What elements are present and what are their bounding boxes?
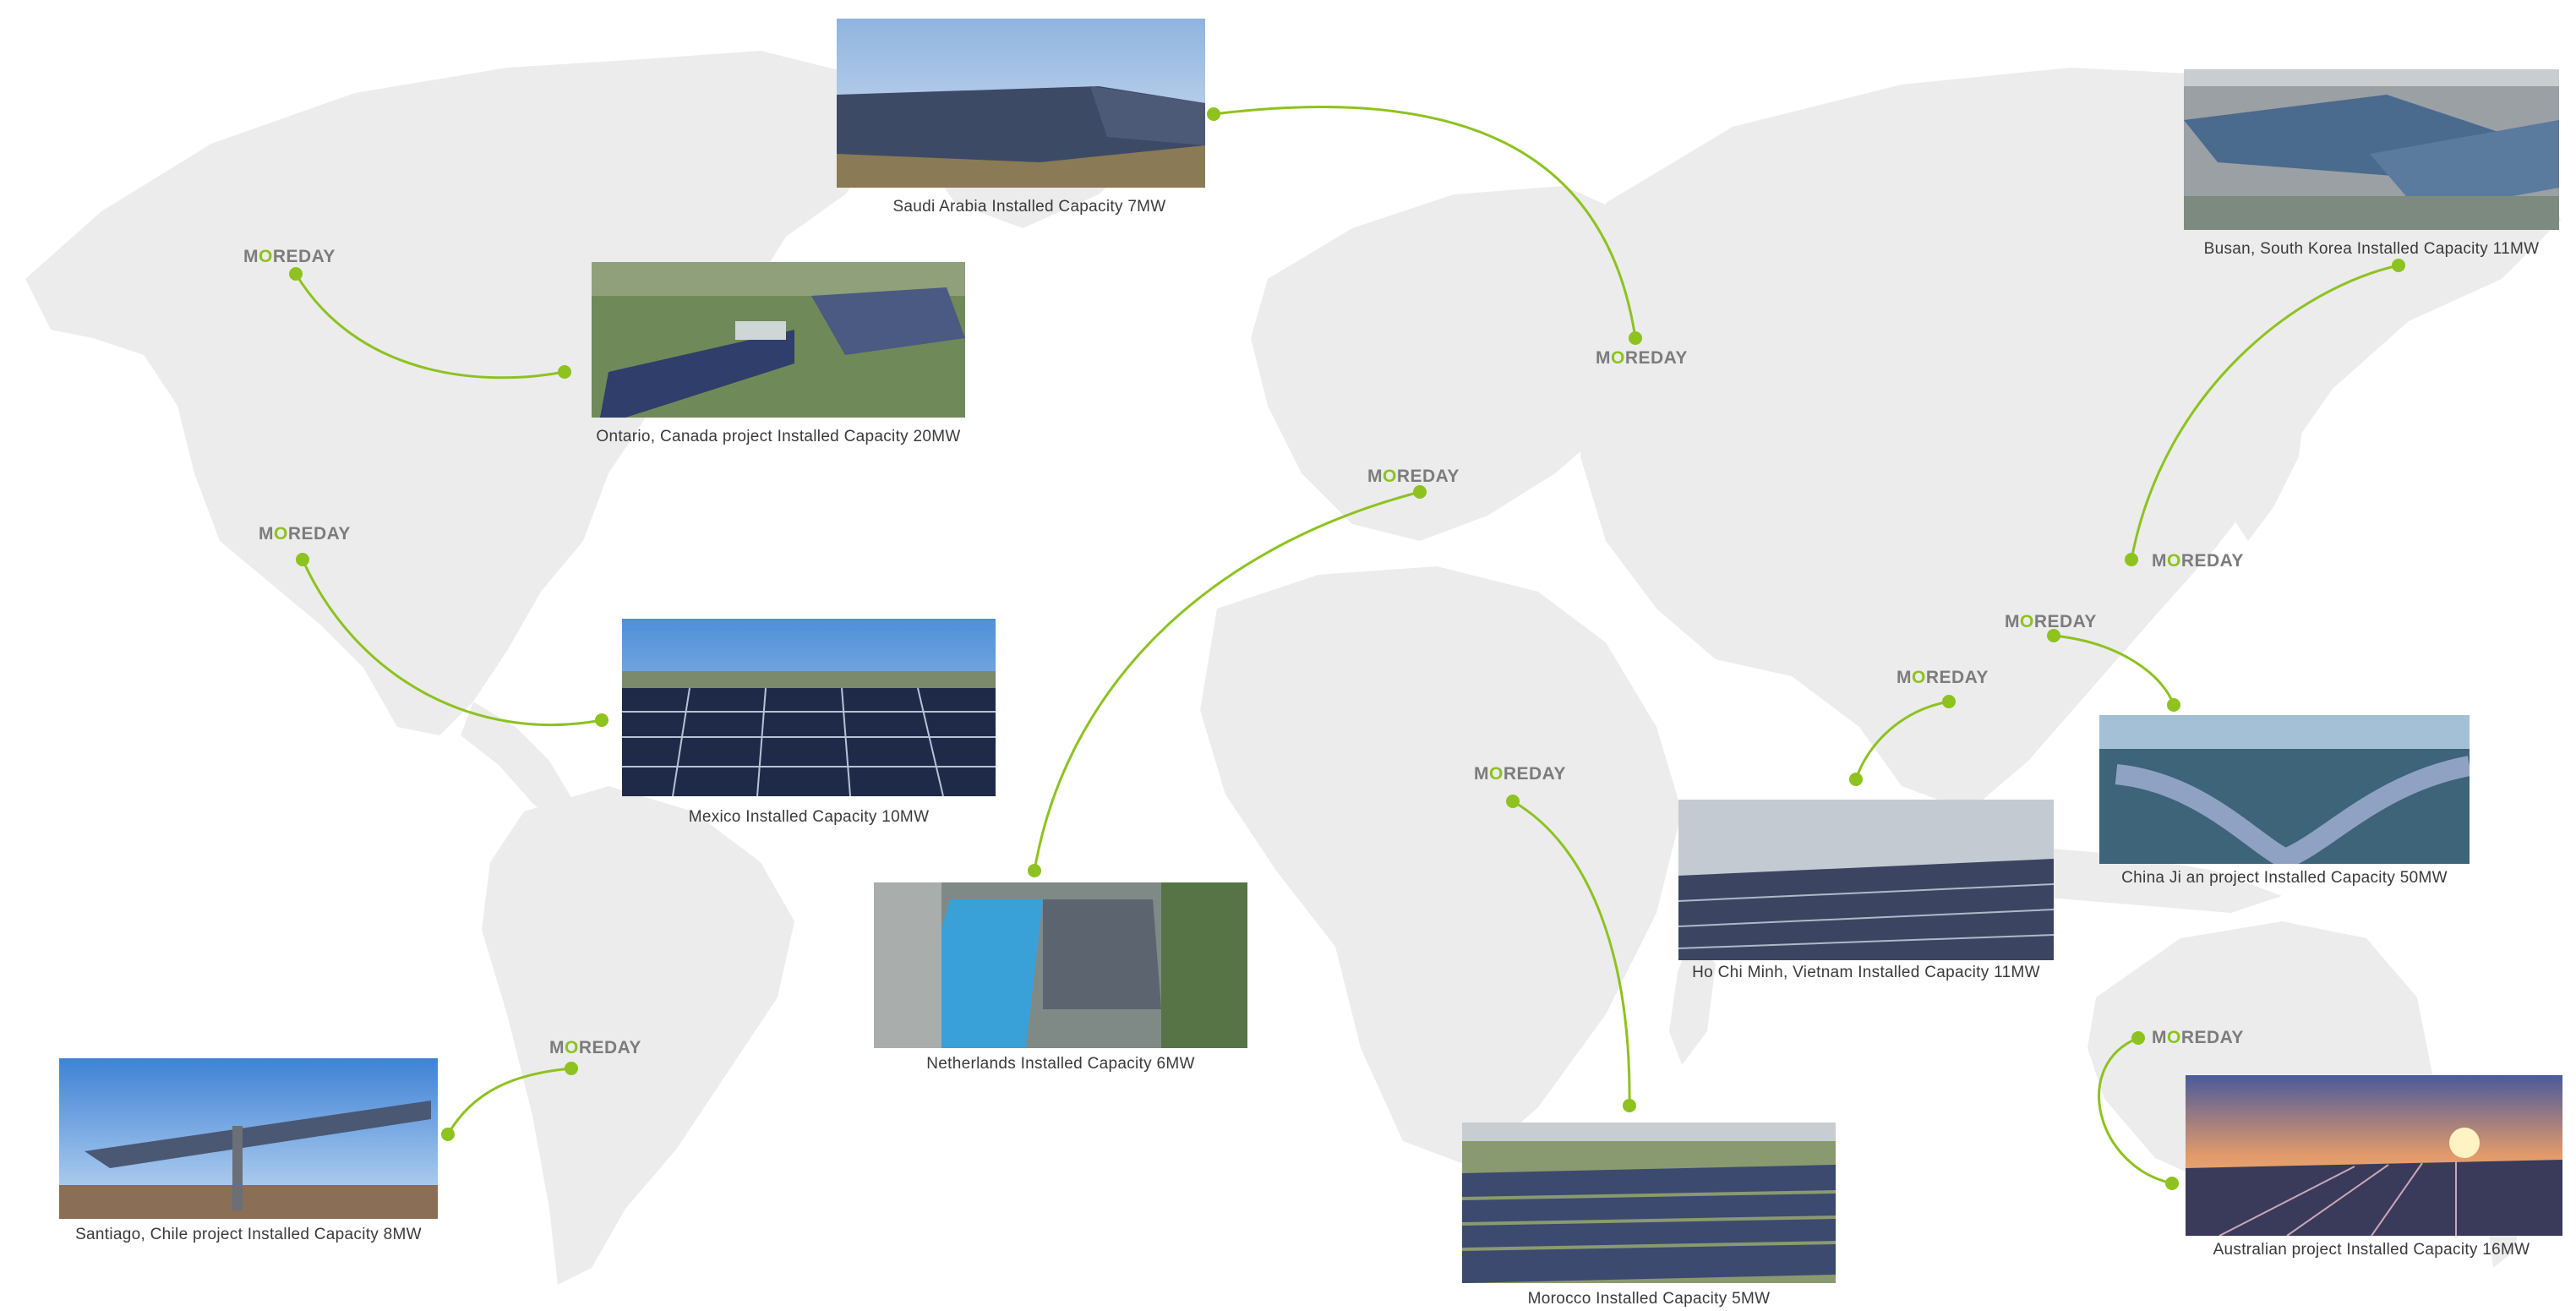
caption-busan: Busan, South Korea Installed Capacity 11… bbox=[2203, 240, 2540, 258]
photo-santiago bbox=[59, 1058, 438, 1219]
dot-ho-chi-minh-logo bbox=[1942, 695, 1956, 708]
dot-netherlands-photo bbox=[1028, 864, 1041, 877]
moreday-logo-morocco: MOREDAY bbox=[1474, 764, 1566, 784]
connector-mexico bbox=[301, 559, 603, 727]
caption-australia: Australian project Installed Capacity 16… bbox=[2213, 1241, 2530, 1259]
moreday-logo-mexico: MOREDAY bbox=[259, 524, 351, 544]
moreday-logo-busan: MOREDAY bbox=[2152, 551, 2244, 571]
dot-mexico-photo bbox=[595, 713, 609, 727]
continent-madagascar bbox=[1669, 938, 1716, 1065]
continent-north-america bbox=[25, 51, 896, 735]
connector-ontario bbox=[294, 273, 565, 380]
moreday-logo-saudi-arabia: MOREDAY bbox=[1596, 348, 1688, 368]
continent-south-america bbox=[482, 786, 794, 1285]
dot-santiago-logo bbox=[565, 1062, 578, 1075]
moreday-logo-netherlands: MOREDAY bbox=[1367, 467, 1460, 486]
dot-ontario-logo bbox=[289, 267, 303, 281]
continent-europe bbox=[1251, 186, 1682, 541]
caption-netherlands: Netherlands Installed Capacity 6MW bbox=[926, 1055, 1195, 1073]
dot-ho-chi-minh-photo bbox=[1849, 773, 1863, 786]
photo-morocco bbox=[1462, 1123, 1836, 1283]
connector-santiago bbox=[446, 1067, 572, 1135]
dot-santiago-photo bbox=[441, 1128, 455, 1141]
continent-japan bbox=[2231, 355, 2307, 541]
dot-busan-logo bbox=[2125, 553, 2138, 566]
moreday-logo-china-jian: MOREDAY bbox=[2005, 612, 2097, 631]
photo-busan bbox=[2184, 69, 2559, 230]
photo-ontario bbox=[592, 262, 965, 418]
dot-ontario-photo bbox=[558, 365, 571, 379]
moreday-logo-ontario: MOREDAY bbox=[243, 247, 336, 266]
dot-saudi-arabia-photo bbox=[1207, 107, 1220, 121]
connector-busan bbox=[2130, 264, 2399, 560]
moreday-logo-ho-chi-minh: MOREDAY bbox=[1897, 668, 1989, 687]
dot-busan-photo bbox=[2392, 259, 2405, 272]
photo-ho-chi-minh bbox=[1678, 800, 2054, 960]
moreday-logo-australia: MOREDAY bbox=[2152, 1028, 2244, 1047]
dot-saudi-arabia-logo bbox=[1629, 331, 1642, 345]
dot-china-jian-photo bbox=[2167, 698, 2180, 712]
connector-saudi-arabia bbox=[1213, 106, 1637, 339]
caption-saudi-arabia: Saudi Arabia Installed Capacity 7MW bbox=[892, 198, 1166, 216]
caption-santiago: Santiago, Chile project Installed Capaci… bbox=[75, 1226, 422, 1243]
dot-australia-logo bbox=[2131, 1031, 2145, 1045]
photo-saudi-arabia bbox=[837, 19, 1205, 188]
connector-morocco bbox=[1512, 800, 1631, 1106]
caption-mexico: Mexico Installed Capacity 10MW bbox=[688, 808, 930, 826]
caption-china-jian: China Ji an project Installed Capacity 5… bbox=[2121, 869, 2448, 887]
dot-netherlands-logo bbox=[1413, 485, 1427, 499]
connector-china-jian bbox=[2053, 634, 2175, 706]
photo-china-jian bbox=[2099, 715, 2470, 864]
photo-netherlands bbox=[874, 882, 1247, 1048]
connector-ho-chi-minh bbox=[1854, 700, 1950, 780]
photo-australia bbox=[2186, 1075, 2562, 1236]
dot-morocco-photo bbox=[1623, 1099, 1636, 1112]
continent-central-america bbox=[461, 702, 592, 833]
photo-mexico bbox=[622, 619, 996, 796]
dot-china-jian-logo bbox=[2047, 629, 2060, 642]
dot-morocco-logo bbox=[1506, 795, 1520, 808]
continent-asia bbox=[1580, 68, 2561, 811]
caption-ho-chi-minh: Ho Chi Minh, Vietnam Installed Capacity … bbox=[1692, 964, 2040, 981]
connector-australia bbox=[2098, 1036, 2173, 1185]
continent-africa bbox=[1200, 566, 1682, 1166]
caption-ontario: Ontario, Canada project Installed Capaci… bbox=[596, 428, 961, 445]
caption-morocco: Morocco Installed Capacity 5MW bbox=[1527, 1290, 1771, 1308]
dot-australia-photo bbox=[2165, 1177, 2179, 1190]
connector-netherlands bbox=[1033, 490, 1421, 871]
moreday-logo-santiago: MOREDAY bbox=[549, 1038, 641, 1057]
dot-mexico-logo bbox=[296, 553, 309, 566]
